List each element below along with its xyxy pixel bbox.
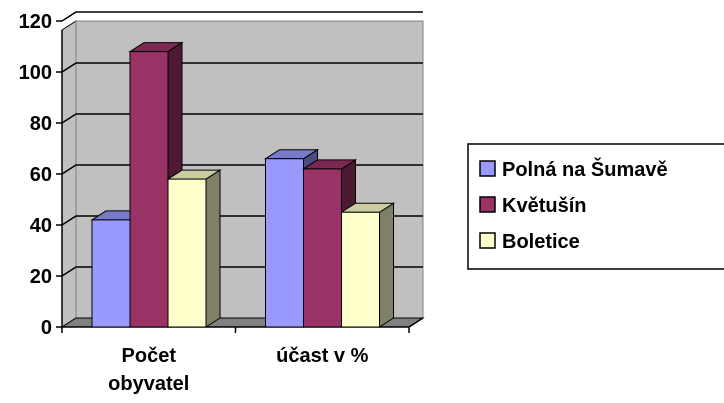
bar-front — [167, 178, 207, 328]
y-tick-label: 100 — [19, 62, 52, 84]
x-category-label-line: Počet — [122, 345, 177, 367]
legend: Polná na Šumavě Květušín Boletice — [467, 143, 724, 270]
x-axis-depth-line — [408, 317, 424, 328]
bar-front — [341, 211, 380, 328]
x-axis-labels: Počet obyvatel účast v % — [108, 345, 368, 395]
bar-side — [205, 169, 221, 328]
legend-swatch — [479, 160, 496, 177]
y-tick-label: 20 — [30, 266, 52, 288]
legend-swatch — [479, 196, 496, 213]
y-tick-label: 120 — [19, 11, 52, 33]
bar-front — [265, 158, 304, 328]
gridline — [61, 11, 423, 22]
gridline — [61, 62, 423, 73]
x-category-label-line: účast v % — [276, 345, 368, 367]
y-tick-label: 80 — [30, 113, 52, 135]
x-category-label: Počet obyvatel — [108, 345, 189, 395]
y-tick-label: 40 — [30, 215, 52, 237]
bar-front — [303, 168, 342, 328]
y-axis-ticks: 0 20 40 60 80 100 120 — [19, 11, 62, 339]
legend-box — [467, 143, 724, 270]
y-tick-label: 0 — [41, 317, 52, 339]
y-tick-label: 60 — [30, 164, 52, 186]
x-category-label: účast v % — [276, 345, 368, 367]
bar-front — [91, 219, 131, 328]
bar — [339, 202, 396, 328]
bar-front — [129, 51, 169, 328]
gridline — [61, 113, 423, 124]
legend-swatch — [479, 232, 496, 249]
legend-label: Květušín — [502, 195, 586, 217]
bars — [90, 41, 396, 328]
bar-side — [379, 202, 394, 328]
x-category-label-line: obyvatel — [108, 373, 189, 395]
legend-label: Polná na Šumavě — [502, 157, 668, 181]
bar — [166, 169, 222, 328]
legend-label: Boletice — [502, 231, 580, 253]
